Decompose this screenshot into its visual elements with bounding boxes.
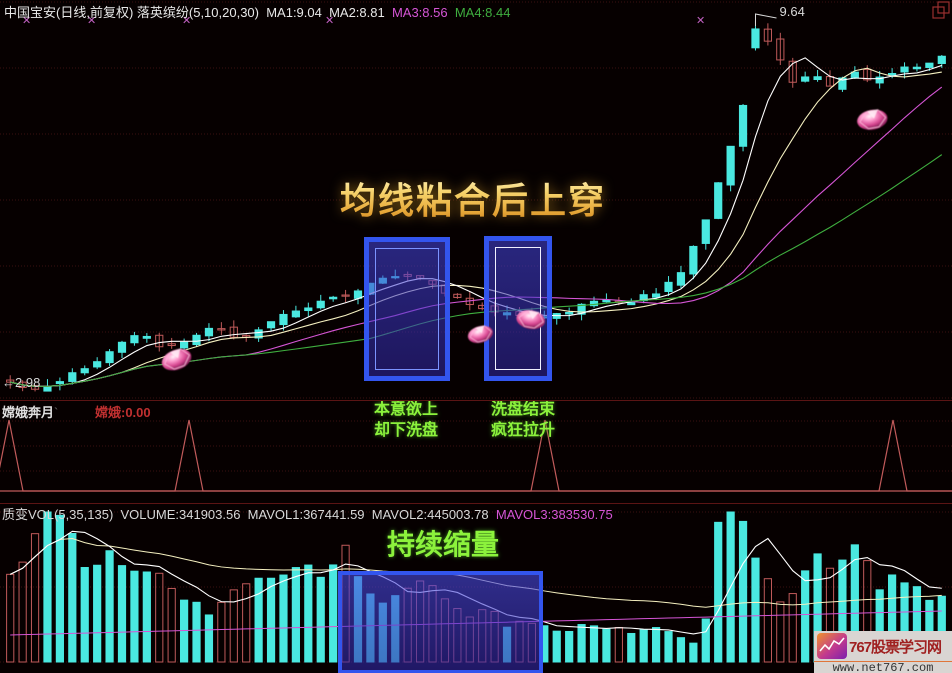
svg-text:←2.98: ←2.98 bbox=[2, 375, 40, 390]
svg-text:9.64: 9.64 bbox=[780, 4, 805, 19]
svg-text:✕: ✕ bbox=[696, 15, 705, 27]
